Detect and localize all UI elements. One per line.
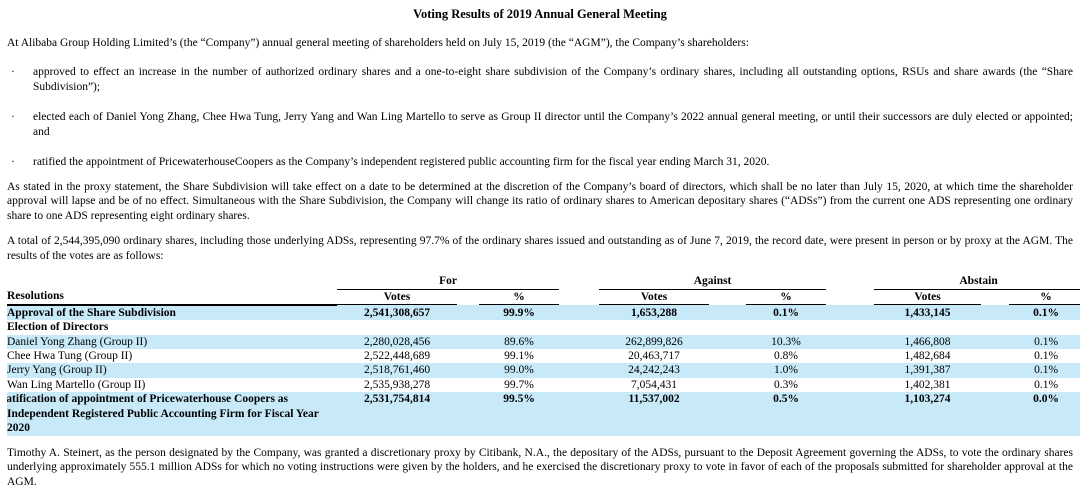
against-percent-cell: 10.3% [746, 334, 827, 349]
for-percent-cell: 99.9% [479, 304, 560, 321]
abstain-votes-cell: 1,466,808 [874, 334, 982, 349]
for-votes-cell: 2,518,761,460 [337, 363, 457, 378]
bullet-list: · approved to effect an increase in the … [7, 65, 1073, 169]
for-percent-cell: 99.0% [479, 363, 560, 378]
table-row: Chee Hwa Tung (Group II) 2,522,448,689 9… [7, 349, 1080, 363]
spacer [457, 289, 479, 304]
table-row: Ratification of appointment of Pricewate… [7, 392, 1080, 436]
resolution-cell: Daniel Yong Zhang (Group II) [7, 334, 337, 349]
against-votes-cell: 7,054,431 [631, 378, 678, 391]
abstain-percent-cell: 0.1% [1009, 363, 1080, 378]
bullet-text: elected each of Daniel Yong Zhang, Chee … [33, 111, 1073, 138]
resolution-cell: Approval of the Share Subdivision [7, 304, 337, 321]
bullet-marker: · [11, 156, 15, 169]
for-votes-header: Votes [337, 289, 457, 306]
abstain-percent-cell: 0.1% [1009, 334, 1080, 349]
against-votes-cell: 262,899,826 [599, 334, 710, 349]
spacer [981, 289, 1009, 304]
for-votes-cell: 2,280,028,456 [337, 334, 457, 349]
table-row: Approval of the Share Subdivision 2,541,… [7, 304, 1080, 321]
resolution-cell: Election of Directors [7, 321, 109, 334]
abstain-votes-cell: 1,103,274 [874, 392, 982, 436]
table-row: Wan Ling Martello (Group II) 2,535,938,2… [7, 378, 1080, 392]
abstain-percent-header: % [1009, 289, 1080, 306]
abstain-percent-cell: 0.1% [1034, 350, 1059, 362]
for-votes-cell: 2,535,938,278 [363, 378, 431, 391]
for-percent-cell: 99.7% [504, 378, 534, 391]
abstain-percent-cell: 0.1% [1034, 378, 1059, 391]
resolution-cell: Wan Ling Martello (Group II) [7, 378, 146, 391]
abstain-votes-cell: 1,391,387 [874, 363, 982, 378]
against-percent-cell: 0.8% [774, 350, 799, 362]
table-row: Election of Directors [7, 320, 1080, 334]
bullet-item: · elected each of Daniel Yong Zhang, Che… [7, 110, 1073, 139]
resolutions-header: Resolutions [7, 289, 337, 306]
against-votes-cell: 24,242,243 [599, 363, 710, 378]
table-subheader-row: Resolutions Votes % Votes % Votes % [7, 289, 1080, 306]
against-group-header: Against [599, 274, 827, 290]
share-subdivision-paragraph: As stated in the proxy statement, the Sh… [7, 180, 1073, 222]
resolution-cell: Chee Hwa Tung (Group II) [7, 350, 133, 362]
for-percent-header: % [479, 289, 560, 306]
for-votes-cell: 2,522,448,689 [363, 350, 431, 362]
bullet-item: · ratified the appointment of Pricewater… [7, 155, 1073, 169]
for-percent-cell: 99.5% [479, 392, 560, 436]
against-votes-header: Votes [599, 289, 710, 306]
bullet-marker: · [11, 111, 15, 124]
page-title: Voting Results of 2019 Annual General Me… [413, 7, 667, 21]
spacer [709, 289, 746, 304]
abstain-percent-cell: 0.0% [1009, 392, 1080, 436]
abstain-percent-cell: 0.1% [1009, 304, 1080, 321]
abstain-votes-cell: 1,482,684 [904, 350, 951, 362]
for-percent-cell: 99.1% [504, 350, 534, 362]
bullet-text: approved to effect an increase in the nu… [33, 66, 1073, 93]
bullet-text: ratified the appointment of Pricewaterho… [33, 156, 770, 169]
abstain-votes-header: Votes [874, 289, 982, 306]
voting-results-table: For Against Abstain Resolutions Votes % … [7, 274, 1080, 436]
against-percent-cell: 1.0% [746, 363, 827, 378]
table-group-header-row: For Against Abstain [7, 274, 1080, 290]
spacer [559, 274, 599, 289]
abstain-votes-cell: 1,433,145 [874, 304, 982, 321]
resolution-cell: Jerry Yang (Group II) [7, 363, 337, 378]
against-percent-header: % [746, 289, 827, 306]
spacer [559, 289, 599, 304]
against-percent-cell: 0.1% [746, 304, 827, 321]
intro-paragraph: At Alibaba Group Holding Limited’s (the … [7, 36, 749, 49]
against-votes-cell: 20,463,717 [628, 350, 680, 362]
bullet-item: · approved to effect an increase in the … [7, 65, 1073, 94]
abstain-votes-cell: 1,402,381 [904, 378, 951, 391]
table-row: Jerry Yang (Group II) 2,518,761,460 99.0… [7, 363, 1080, 378]
abstain-group-header: Abstain [874, 274, 1080, 290]
against-votes-cell: 1,653,288 [599, 304, 710, 321]
for-percent-cell: 89.6% [479, 334, 560, 349]
for-votes-cell: 2,541,308,657 [337, 304, 457, 321]
spacer [826, 274, 874, 289]
quorum-paragraph: A total of 2,544,395,090 ordinary shares… [7, 235, 1073, 262]
closing-paragraph: Timothy A. Steinert, as the person desig… [7, 446, 1073, 488]
table-row: Daniel Yong Zhang (Group II) 2,280,028,4… [7, 334, 1080, 349]
against-percent-cell: 0.5% [746, 392, 827, 436]
spacer [826, 289, 874, 304]
bullet-marker: · [11, 66, 15, 79]
for-votes-cell: 2,531,754,814 [337, 392, 457, 436]
against-percent-cell: 0.3% [774, 378, 799, 391]
against-votes-cell: 11,537,002 [599, 392, 710, 436]
spacer [7, 274, 337, 289]
resolution-cell: Ratification of appointment of Pricewate… [7, 392, 337, 436]
for-group-header: For [337, 274, 560, 290]
